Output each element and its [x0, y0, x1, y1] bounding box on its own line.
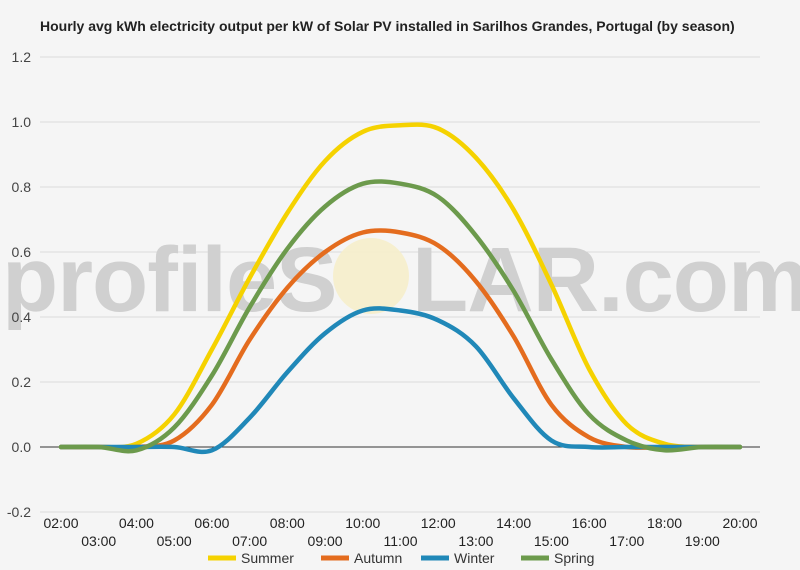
- legend-label-spring: Spring: [554, 550, 594, 566]
- x-tick-label: 12:00: [421, 515, 456, 531]
- legend: Summer Autumn Winter Spring: [208, 550, 594, 566]
- legend-label-winter: Winter: [454, 550, 495, 566]
- y-axis: -0.2 0.0 0.2 0.4 0.6 0.8 1.0 1.2: [7, 49, 31, 520]
- y-tick-label: 0.2: [12, 374, 32, 390]
- y-tick-label: 0.4: [12, 309, 32, 325]
- x-tick-label: 17:00: [609, 533, 644, 549]
- series-line-summer: [58, 122, 743, 450]
- x-tick-label: 08:00: [270, 515, 305, 531]
- series-line-spring: [58, 179, 743, 454]
- x-tick-label: 07:00: [232, 533, 267, 549]
- x-tick-label: 19:00: [685, 533, 720, 549]
- x-tick-label: 10:00: [345, 515, 380, 531]
- y-tick-label: -0.2: [7, 504, 31, 520]
- y-tick-label: 0.8: [12, 179, 32, 195]
- x-tick-label: 14:00: [496, 515, 531, 531]
- x-axis: 02:0003:0004:0005:0006:0007:0008:0009:00…: [43, 515, 757, 549]
- series-lines: [58, 122, 743, 455]
- y-tick-label: 0.0: [12, 439, 32, 455]
- x-tick-label: 03:00: [81, 533, 116, 549]
- y-tick-label: 0.6: [12, 244, 32, 260]
- watermark: profileS LAR.com: [2, 229, 800, 331]
- x-tick-label: 18:00: [647, 515, 682, 531]
- y-tick-label: 1.0: [12, 114, 32, 130]
- watermark-text-left: profileS: [2, 229, 336, 331]
- x-tick-label: 02:00: [43, 515, 78, 531]
- watermark-sun: [333, 238, 409, 314]
- y-tick-label: 1.2: [12, 49, 32, 65]
- x-tick-label: 11:00: [384, 533, 418, 549]
- x-tick-label: 04:00: [119, 515, 154, 531]
- chart-title: Hourly avg kWh electricity output per kW…: [40, 18, 735, 34]
- x-tick-label: 20:00: [722, 515, 757, 531]
- x-tick-label: 15:00: [534, 533, 569, 549]
- x-tick-label: 06:00: [194, 515, 229, 531]
- legend-label-summer: Summer: [241, 550, 294, 566]
- series-line-winter: [58, 306, 743, 455]
- legend-label-autumn: Autumn: [354, 550, 402, 566]
- x-tick-label: 16:00: [572, 515, 607, 531]
- watermark-text-right: LAR.com: [412, 229, 800, 331]
- x-tick-label: 13:00: [458, 533, 493, 549]
- x-tick-label: 05:00: [157, 533, 192, 549]
- x-tick-label: 09:00: [308, 533, 343, 549]
